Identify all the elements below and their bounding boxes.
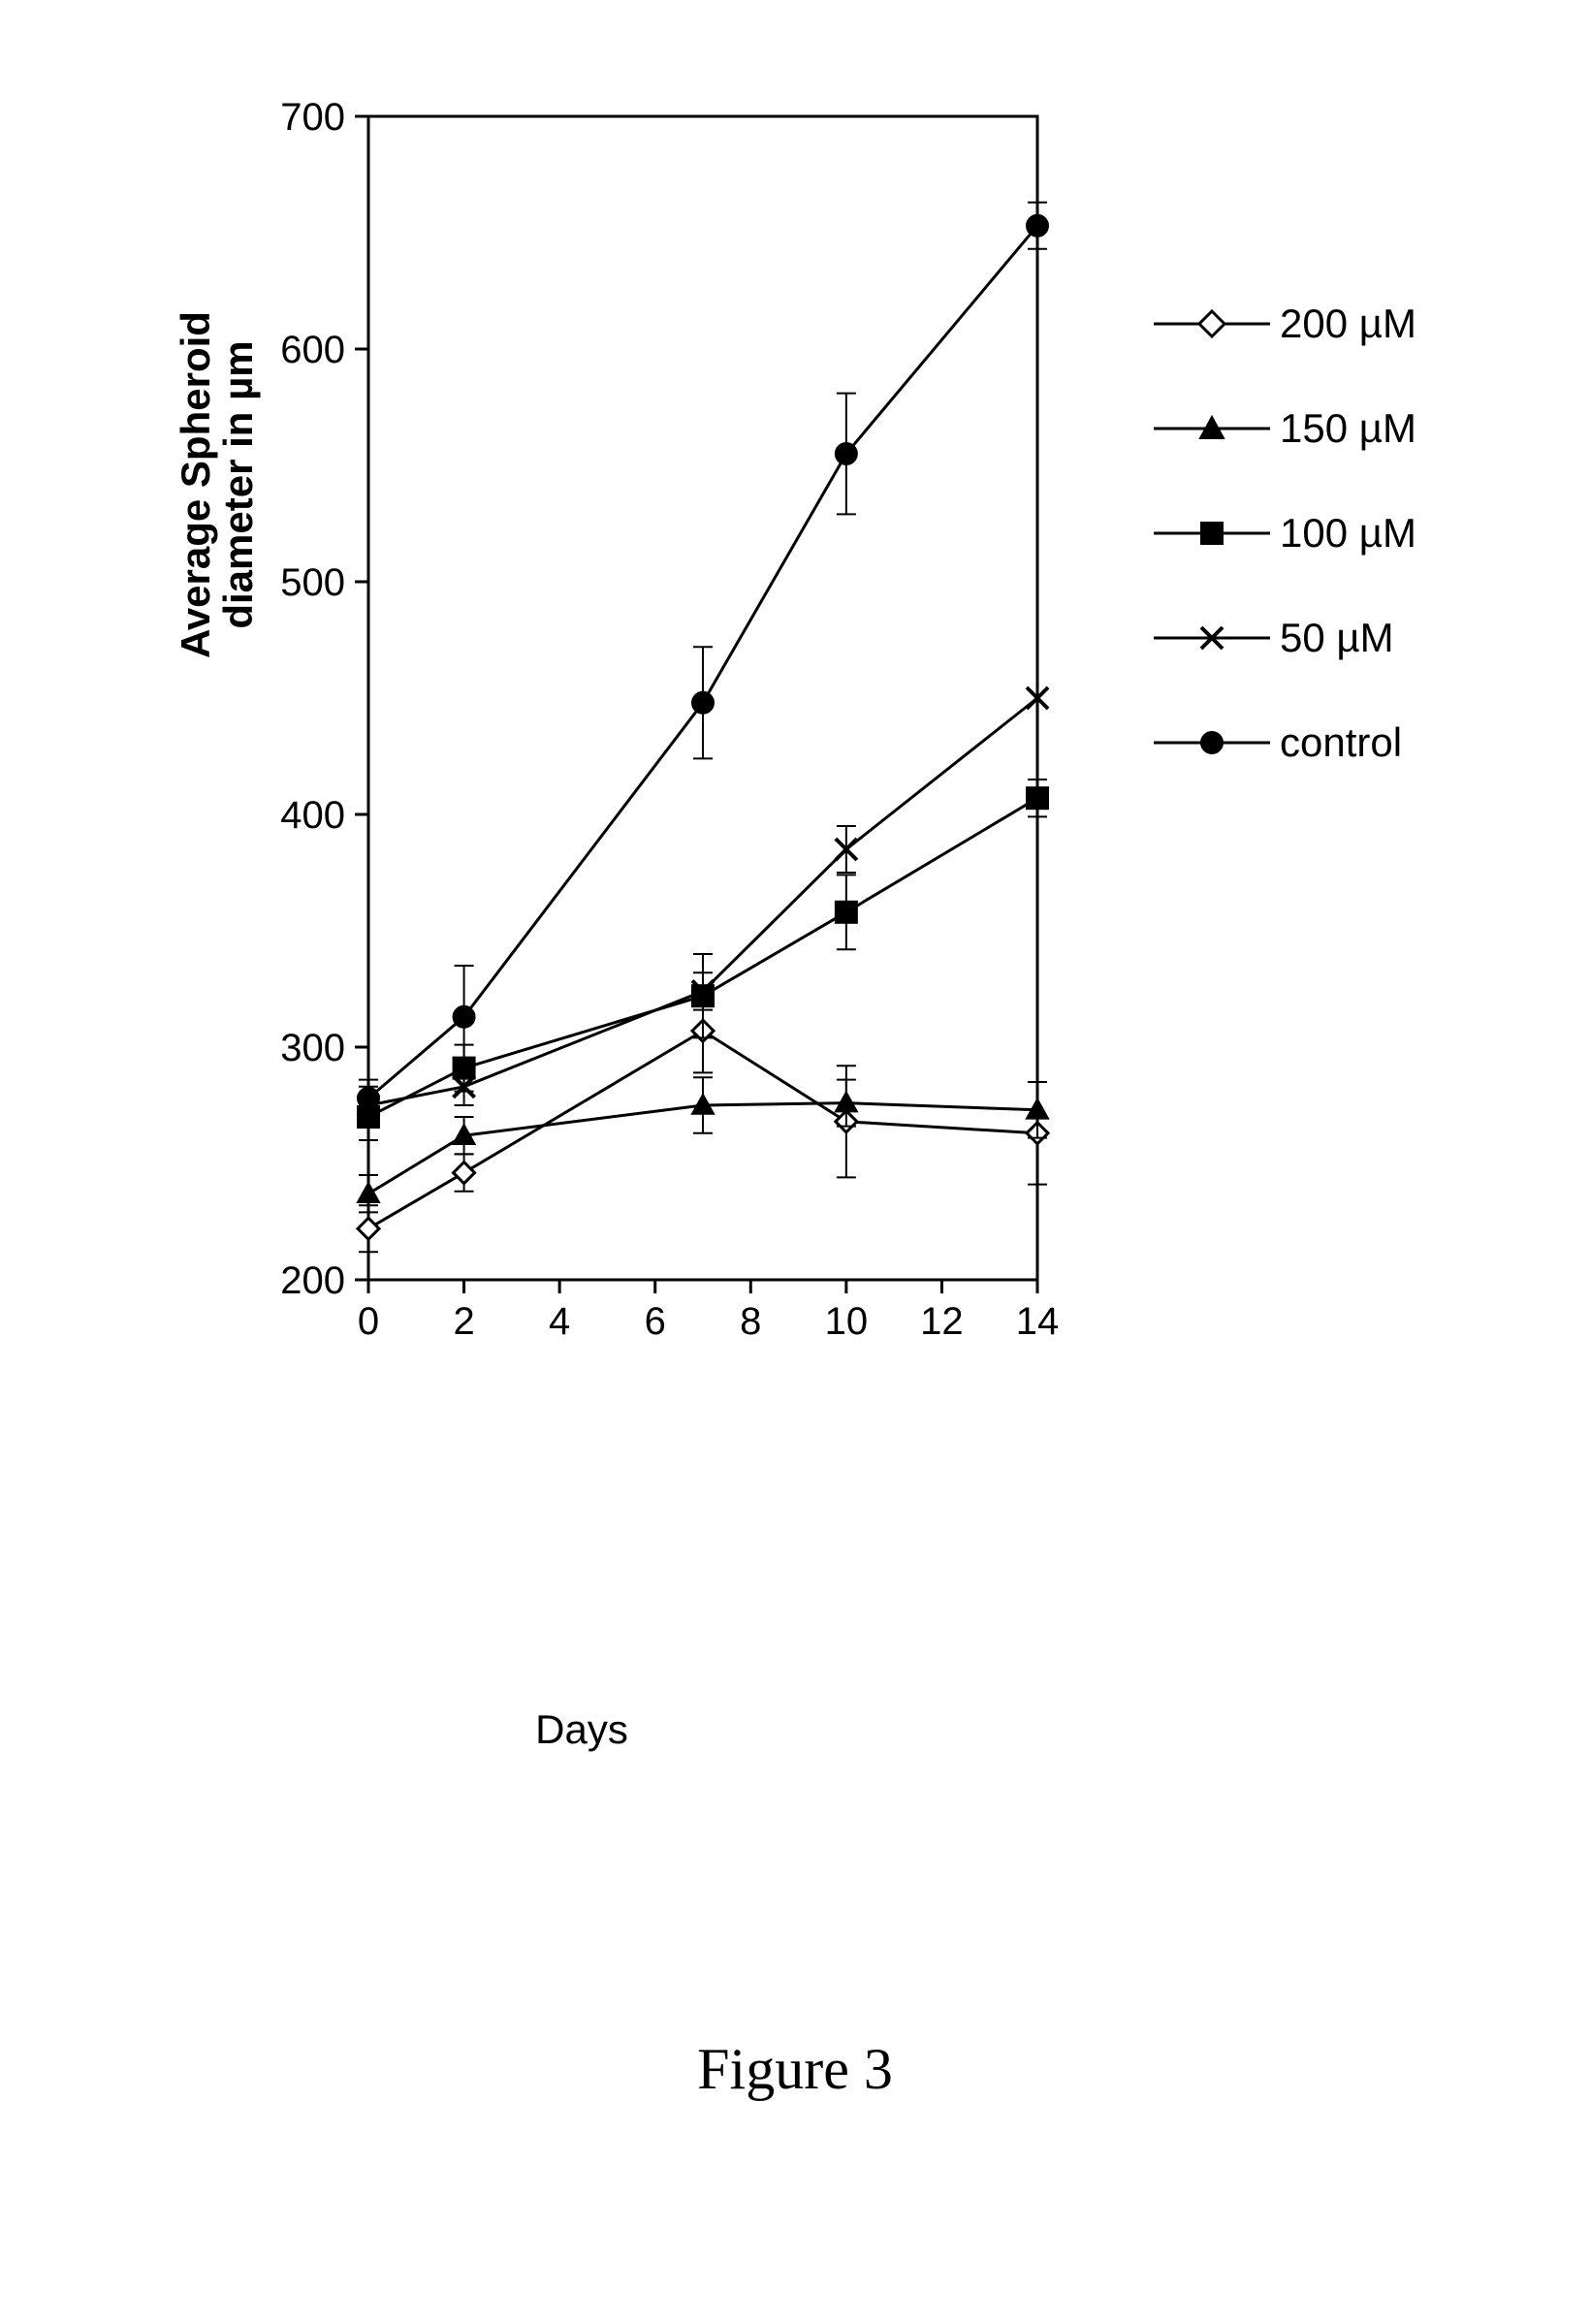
- svg-text:400: 400: [280, 794, 345, 837]
- legend: 200 µM 150 µM 100 µM: [1154, 301, 1416, 824]
- diamond-open-icon: [1197, 309, 1226, 338]
- circle-filled-icon: [1197, 728, 1226, 757]
- figure-caption: Figure 3: [0, 2036, 1590, 2103]
- x-marker-icon: [1197, 623, 1226, 653]
- svg-text:500: 500: [280, 561, 345, 604]
- svg-text:0: 0: [358, 1300, 379, 1343]
- legend-marker-150: [1154, 409, 1270, 448]
- legend-marker-50: [1154, 619, 1270, 657]
- legend-marker-100: [1154, 514, 1270, 553]
- chart-area: Average Spheroid diameter in µm 20030040…: [136, 78, 1454, 1629]
- y-axis-label-line1: Average Spheroid: [173, 311, 218, 658]
- legend-item: 150 µM: [1154, 405, 1416, 452]
- svg-text:10: 10: [825, 1300, 869, 1343]
- svg-text:12: 12: [920, 1300, 964, 1343]
- square-filled-icon: [1197, 519, 1226, 548]
- y-axis-label: Average Spheroid diameter in µm: [175, 291, 260, 679]
- legend-marker-200: [1154, 304, 1270, 343]
- legend-item: 100 µM: [1154, 510, 1416, 557]
- y-axis-label-line2: diameter in µm: [215, 340, 261, 628]
- svg-text:6: 6: [645, 1300, 666, 1343]
- legend-marker-control: [1154, 723, 1270, 762]
- page: Average Spheroid diameter in µm 20030040…: [0, 0, 1590, 2324]
- legend-label: 150 µM: [1280, 405, 1416, 452]
- triangle-filled-icon: [1197, 414, 1226, 443]
- legend-item: 50 µM: [1154, 615, 1416, 661]
- svg-text:8: 8: [740, 1300, 761, 1343]
- legend-label: 100 µM: [1280, 510, 1416, 557]
- svg-text:300: 300: [280, 1027, 345, 1069]
- svg-text:4: 4: [549, 1300, 570, 1343]
- svg-text:200: 200: [280, 1259, 345, 1302]
- svg-text:600: 600: [280, 329, 345, 371]
- svg-text:14: 14: [1016, 1300, 1060, 1343]
- legend-label: 200 µM: [1280, 301, 1416, 347]
- legend-item: 200 µM: [1154, 301, 1416, 347]
- legend-label: control: [1280, 719, 1402, 766]
- svg-text:2: 2: [453, 1300, 474, 1343]
- x-axis-label: Days: [388, 1706, 776, 1753]
- svg-text:700: 700: [280, 96, 345, 139]
- legend-item: control: [1154, 719, 1416, 766]
- legend-label: 50 µM: [1280, 615, 1394, 661]
